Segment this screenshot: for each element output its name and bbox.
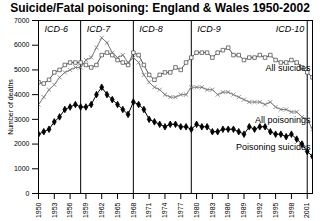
svg-text:All poisonings: All poisonings xyxy=(255,115,311,125)
svg-text:Poisoning suicides: Poisoning suicides xyxy=(236,142,311,152)
svg-text:1956: 1956 xyxy=(66,202,73,218)
svg-text:7000: 7000 xyxy=(14,17,30,24)
svg-text:3000: 3000 xyxy=(14,116,30,123)
svg-text:ICD-10: ICD-10 xyxy=(276,24,305,34)
svg-text:Number of deaths: Number of deaths xyxy=(7,79,14,135)
svg-text:ICD-9: ICD-9 xyxy=(197,24,221,34)
svg-text:1965: 1965 xyxy=(114,202,121,218)
svg-text:1989: 1989 xyxy=(240,202,247,218)
svg-text:1995: 1995 xyxy=(272,202,279,218)
svg-text:6000: 6000 xyxy=(14,41,30,48)
svg-text:1998: 1998 xyxy=(288,202,295,218)
svg-text:1974: 1974 xyxy=(161,202,168,218)
svg-text:ICD-8: ICD-8 xyxy=(139,24,163,34)
svg-text:1953: 1953 xyxy=(51,202,58,218)
svg-text:2000: 2000 xyxy=(14,140,30,147)
svg-text:1971: 1971 xyxy=(145,202,152,218)
svg-text:1986: 1986 xyxy=(224,202,231,218)
svg-text:1980: 1980 xyxy=(193,202,200,218)
svg-text:ICD-7: ICD-7 xyxy=(87,24,111,34)
svg-text:4000: 4000 xyxy=(14,91,30,98)
svg-text:1959: 1959 xyxy=(82,202,89,218)
svg-text:0: 0 xyxy=(26,190,30,197)
svg-text:1968: 1968 xyxy=(130,202,137,218)
svg-text:All suicides: All suicides xyxy=(265,63,311,73)
svg-text:1000: 1000 xyxy=(14,165,30,172)
html-text:Suicide/Fatal poisoning: Engla: Suicide/Fatal poisoning: England & Wales… xyxy=(10,1,310,15)
svg-text:1992: 1992 xyxy=(256,202,263,218)
svg-text:5000: 5000 xyxy=(14,66,30,73)
svg-text:1977: 1977 xyxy=(177,202,184,218)
svg-text:ICD-6: ICD-6 xyxy=(45,24,69,34)
svg-text:1950: 1950 xyxy=(35,202,42,218)
svg-text:1983: 1983 xyxy=(209,202,216,218)
svg-text:1962: 1962 xyxy=(98,202,105,218)
svg-text:2001: 2001 xyxy=(303,202,310,218)
